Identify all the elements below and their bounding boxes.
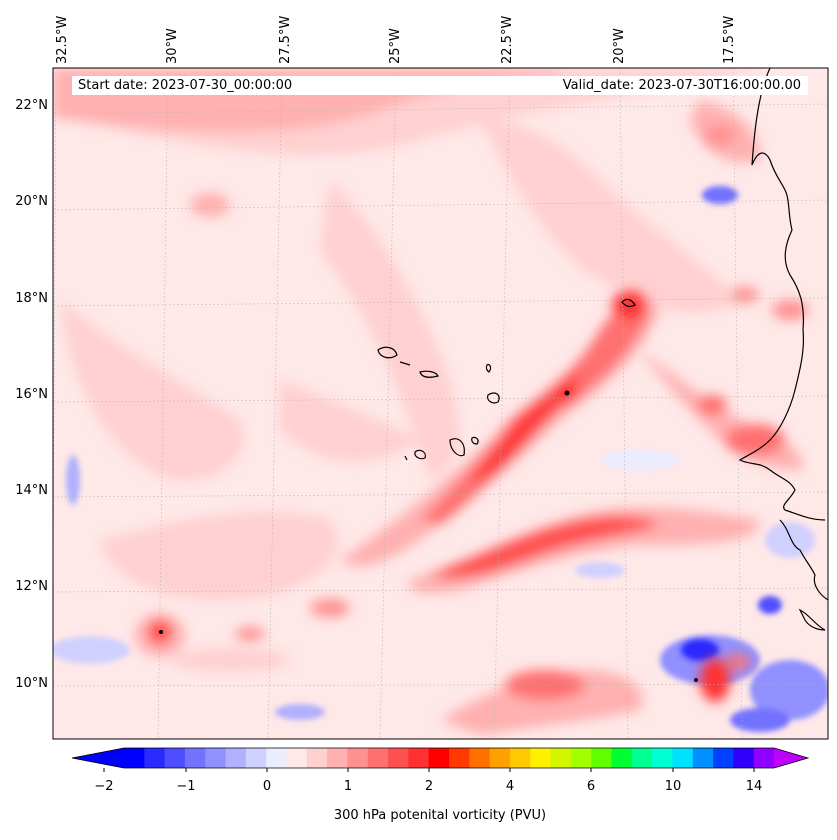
santo-antao-island — [377, 346, 398, 359]
colorbar-swatch — [550, 748, 572, 768]
colorbar-tick: 6 — [586, 779, 596, 794]
lon-label-25w: 25°W — [388, 28, 403, 64]
colorbar-swatch — [509, 748, 531, 768]
colorbar-swatch — [591, 748, 612, 768]
colorbar-swatch — [144, 748, 166, 768]
colorbar-label: 300 hPa potenital vorticity (PVU) — [333, 808, 547, 823]
pv-maxima-markers — [159, 390, 698, 682]
lon-label-30w: 30°W — [165, 28, 180, 64]
colorbar-swatch — [428, 748, 450, 768]
colorbar-swatch — [469, 748, 491, 768]
map-frame — [52, 67, 829, 740]
start-date-label: Start date: 2023-07-30_00:00:00 — [78, 78, 293, 93]
colorbar-tick: 1 — [343, 779, 353, 794]
lat-label-12n: 12°N — [15, 579, 48, 594]
lon-label-17-5w: 17.5°W — [722, 15, 737, 64]
colorbar-swatch — [327, 748, 348, 768]
colorbar-swatch — [225, 748, 247, 768]
colorbar-swatch — [449, 748, 470, 768]
colorbar-tick: −1 — [176, 779, 196, 794]
lon-label-27-5w: 27.5°W — [278, 15, 293, 64]
coastlines — [377, 68, 828, 631]
colorbar-swatch — [408, 748, 430, 768]
lat-label-16n: 16°N — [15, 387, 48, 402]
colorbar-swatch — [347, 748, 369, 768]
colorbar-swatch — [753, 748, 775, 768]
lon-label-32-5w: 32.5°W — [55, 15, 70, 64]
colorbar-swatch — [205, 748, 227, 768]
colorbar-swatch — [388, 748, 409, 768]
colorbar-tick: −2 — [94, 779, 114, 794]
colorbar-swatch — [489, 748, 511, 768]
valid-date-label: Valid_date: 2023-07-30T16:00:00.00 — [562, 78, 801, 93]
colorbar-swatch — [184, 748, 206, 768]
colorbar-swatch — [266, 748, 287, 768]
colorbar-tick: 0 — [262, 779, 272, 794]
colorbar-tick: 4 — [505, 779, 515, 794]
lat-label-22n: 22°N — [15, 98, 48, 113]
santiago-island — [449, 438, 465, 457]
colorbar-outline — [71, 747, 810, 769]
lat-label-18n: 18°N — [15, 291, 48, 306]
colorbar-swatch — [631, 748, 653, 768]
colorbar-swatch — [570, 748, 592, 768]
colorbar-swatch — [164, 748, 186, 768]
lat-label-20n: 20°N — [15, 194, 48, 209]
colorbar-swatch — [692, 748, 714, 768]
lat-label-14n: 14°N — [15, 483, 48, 498]
colorbar-swatch — [124, 748, 145, 768]
colorbar-swatch — [367, 748, 389, 768]
colorbar-swatch — [652, 748, 673, 768]
colorbar-under-arrow — [72, 748, 124, 768]
lat-label-10n: 10°N — [15, 676, 48, 691]
graticule — [53, 68, 828, 739]
colorbar-swatch — [611, 748, 633, 768]
colorbar-swatch — [733, 748, 755, 768]
colorbar-over-arrow — [774, 748, 808, 768]
colorbar-swatch — [245, 748, 267, 768]
colorbar-swatch — [306, 748, 328, 768]
colorbar-tick: 10 — [664, 779, 682, 794]
pv-positive-band — [135, 125, 808, 735]
colorbar-tick: 14 — [745, 779, 763, 794]
colorbar-swatch — [713, 748, 734, 768]
colorbar-swatch — [286, 748, 308, 768]
lon-label-22-5w: 22.5°W — [500, 15, 515, 64]
date-banner: Start date: 2023-07-30_00:00:00 Valid_da… — [72, 76, 808, 95]
lon-label-20w: 20°W — [612, 28, 627, 64]
colorbar-swatch — [530, 748, 552, 768]
colorbar-swatch — [672, 748, 694, 768]
colorbar-tick: 2 — [424, 779, 434, 794]
pv-field — [53, 68, 828, 739]
colorbar — [71, 747, 810, 772]
africa-coastline — [738, 68, 826, 521]
